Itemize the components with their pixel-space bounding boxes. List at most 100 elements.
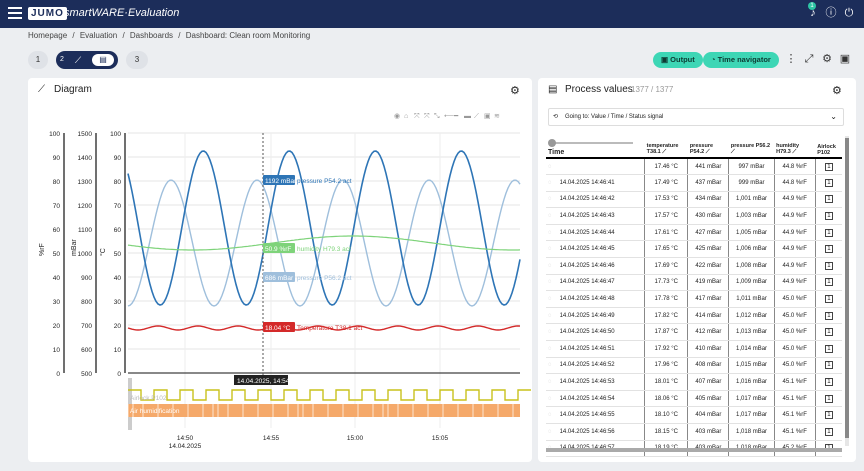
col-airlock[interactable]: Airlock P102 xyxy=(815,138,842,159)
chevron-down-icon[interactable]: ⌄ xyxy=(830,112,837,121)
y-tick-label: 1200 xyxy=(78,203,93,210)
diagram-chart[interactable]: ◉ ⌂ ⤧ ⤧ ⤡ ⟵ ━ ▬ ⟋ ▣ ≋1009080706050403020100%rF1500… xyxy=(28,78,532,462)
col-pressure-p54[interactable]: pressure P54.2 ⟋ xyxy=(687,138,729,159)
horizontal-scrollbar[interactable] xyxy=(546,448,842,452)
chart-tool-icon[interactable]: ⟋ xyxy=(474,112,479,120)
time-cell: ◌ 14.04.2025 14:46:47 xyxy=(546,274,645,292)
breadcrumb-homepage[interactable]: Homepage xyxy=(28,31,68,40)
y-tick-label: 20 xyxy=(114,323,122,330)
y-tick-label: 1500 xyxy=(78,131,93,138)
table-row[interactable]: ◌ 14.04.2025 14:46:51 17.92 °C 410 mBar 1,01… xyxy=(546,340,842,358)
page-3-button[interactable]: 3 xyxy=(126,51,148,69)
clock-icon: ◌ xyxy=(548,296,552,303)
table-row[interactable]: ◌ 14.04.2025 14:46:55 18.10 °C 404 mBar 1,01… xyxy=(546,406,842,424)
y-tick-label: 800 xyxy=(81,299,92,306)
chart-tool-icon[interactable]: ⤧ xyxy=(424,113,430,120)
series-line-humidity[interactable] xyxy=(127,235,521,251)
table-row[interactable]: ◌ 14.04.2025 14:46:52 17.96 °C 408 mBar 1,01… xyxy=(546,357,842,375)
humidification-signal-track[interactable] xyxy=(128,404,520,417)
table-row[interactable]: ◌ 14.04.2025 14:46:41 17.49 °C 437 mBar 999 … xyxy=(546,174,842,192)
time-navigator-button[interactable]: ◔ Time navigator xyxy=(703,52,779,68)
pressure-p56-cell: 1,011 mBar xyxy=(728,290,775,308)
chart-tool-icon[interactable]: ⟵ xyxy=(444,113,454,120)
chart-tool-icon[interactable]: ▣ xyxy=(484,113,491,120)
notification-badge: 1 xyxy=(808,2,816,10)
pressure-p54-cell: 417 mBar xyxy=(687,290,729,308)
humidity-cell: 45.1 %rF xyxy=(773,373,816,391)
airlock-cell: 1 xyxy=(814,406,842,424)
chart-tool-icon[interactable]: ⌂ xyxy=(404,113,408,120)
table-row[interactable]: ◌ 14.04.2025 14:46:48 17.78 °C 417 mBar 1,01… xyxy=(546,290,842,308)
airlock-cell: 1 xyxy=(814,240,842,259)
process-settings-icon[interactable]: ⚙ xyxy=(832,85,842,97)
hamburger-menu-icon[interactable] xyxy=(8,7,22,19)
save-icon[interactable]: ▣ xyxy=(839,53,851,65)
col-temperature[interactable]: temperature T38.1 ⟋ xyxy=(644,138,688,159)
power-icon[interactable]: ⏻ xyxy=(844,7,854,19)
x-tick-label: 14:50 xyxy=(177,435,194,442)
table-row[interactable]: ◌ 14.04.2025 14:46:42 17.53 °C 434 mBar 1,00… xyxy=(546,191,842,209)
table-row[interactable]: ◌ 14.04.2025 14:46:43 17.57 °C 430 mBar 1,00… xyxy=(546,207,842,225)
y-tick-label: 30 xyxy=(53,299,61,306)
table-row[interactable]: ◌ 14.04.2025 14:46:53 18.01 °C 407 mBar 1,01… xyxy=(546,373,842,391)
info-icon[interactable]: ⓘ xyxy=(825,7,837,19)
time-cell: ◌ 14.04.2025 14:46:56 xyxy=(546,423,645,441)
table-row[interactable]: ◌ 14.04.2025 14:46:45 17.65 °C 425 mBar 1,00… xyxy=(546,240,842,259)
gear-icon[interactable]: ⚙ xyxy=(822,53,832,65)
chart-tool-icon[interactable]: ⤡ xyxy=(434,113,440,120)
pressure-p54-cell: 437 mBar xyxy=(687,174,729,192)
chart-tool-icon[interactable]: ▬ xyxy=(464,113,471,120)
table-row[interactable]: ◌ 14.04.2025 14:46:54 18.06 °C 405 mBar 1,01… xyxy=(546,390,842,408)
series-line-pressure-p54[interactable] xyxy=(127,150,521,306)
chart-view-icon[interactable]: ⟋ xyxy=(68,53,88,67)
y-tick-label: 40 xyxy=(114,275,122,282)
col-humidity[interactable]: humidity H79.3 ⟋ xyxy=(774,138,816,159)
diagram-settings-icon[interactable]: ⚙ xyxy=(510,85,520,97)
trend-icon: ⟋ xyxy=(705,149,710,155)
drag-handle-icon[interactable]: ⋮ xyxy=(528,265,532,275)
more-options-icon[interactable]: ⋮ xyxy=(785,53,797,65)
output-button[interactable]: ▣ Output xyxy=(653,52,703,68)
airlock-signal-track[interactable] xyxy=(128,389,531,401)
y-tick-label: 0 xyxy=(56,371,60,378)
table-row[interactable]: ◌ 17.46 °C 441 mBar 997 mBar 44.8 %rF 1 xyxy=(546,158,842,176)
bell-icon[interactable]: ♪ xyxy=(810,7,816,19)
pressure-p56-cell: 1,016 mBar xyxy=(728,373,775,391)
series-name-label: humidity H79.3 act xyxy=(297,246,351,253)
clock-icon: ◌ xyxy=(548,329,552,336)
series-value-box xyxy=(263,272,295,282)
series-value-box xyxy=(263,322,295,332)
col-pressure-p56[interactable]: pressure P56.2 ⟋ xyxy=(728,138,775,159)
page-2-button[interactable]: 2 ⟋ ▤ xyxy=(56,51,118,69)
goto-dropdown[interactable]: ⟲ Going to: Value / Time / Status signal… xyxy=(548,108,844,126)
table-view-icon[interactable]: ▤ xyxy=(92,54,114,66)
y-axis-unit: mBar xyxy=(71,239,78,256)
airlock-track-label: Airlock P102 xyxy=(130,395,167,402)
y-tick-label: 80 xyxy=(53,179,61,186)
pressure-p56-cell: 1,017 mBar xyxy=(728,406,775,424)
series-line-temperature[interactable] xyxy=(127,325,521,331)
table-row[interactable]: ◌ 14.04.2025 14:46:49 17.82 °C 414 mBar 1,01… xyxy=(546,307,842,325)
breadcrumb-dashboards[interactable]: Dashboards xyxy=(129,31,174,40)
temperature-cell: 18.10 °C xyxy=(644,406,688,424)
fullscreen-icon[interactable]: ⤢ xyxy=(804,53,814,65)
airlock-cell: 1 xyxy=(814,224,842,242)
scrollbar-thumb[interactable] xyxy=(845,138,849,438)
y-tick-label: 10 xyxy=(53,347,61,354)
table-row[interactable]: ◌ 14.04.2025 14:46:44 17.61 °C 427 mBar 1,00… xyxy=(546,224,842,242)
chart-tool-icon[interactable]: ◉ xyxy=(394,113,400,120)
chart-tool-icon[interactable]: ≋ xyxy=(494,113,500,120)
y-tick-label: 50 xyxy=(53,251,61,258)
page-1-button[interactable]: 1 xyxy=(28,51,48,69)
series-line-pressure-p56[interactable] xyxy=(127,179,521,307)
breadcrumb-evaluation[interactable]: Evaluation xyxy=(79,31,118,40)
table-row[interactable]: ◌ 14.04.2025 14:46:56 18.15 °C 403 mBar 1,01… xyxy=(546,423,842,441)
table-row[interactable]: ◌ 14.04.2025 14:46:50 17.87 °C 412 mBar 1,01… xyxy=(546,323,842,342)
time-cell: ◌ 14.04.2025 14:46:54 xyxy=(546,390,645,408)
chart-tool-icon[interactable]: ⤧ xyxy=(414,113,420,120)
chart-tool-icon[interactable]: ━ xyxy=(453,113,459,120)
table-row[interactable]: ◌ 14.04.2025 14:46:47 17.73 °C 419 mBar 1,00… xyxy=(546,274,842,292)
humidity-cell: 44.9 %rF xyxy=(773,224,816,242)
time-slider[interactable] xyxy=(548,139,643,147)
table-row[interactable]: ◌ 14.04.2025 14:46:46 17.69 °C 422 mBar 1,00… xyxy=(546,257,842,275)
